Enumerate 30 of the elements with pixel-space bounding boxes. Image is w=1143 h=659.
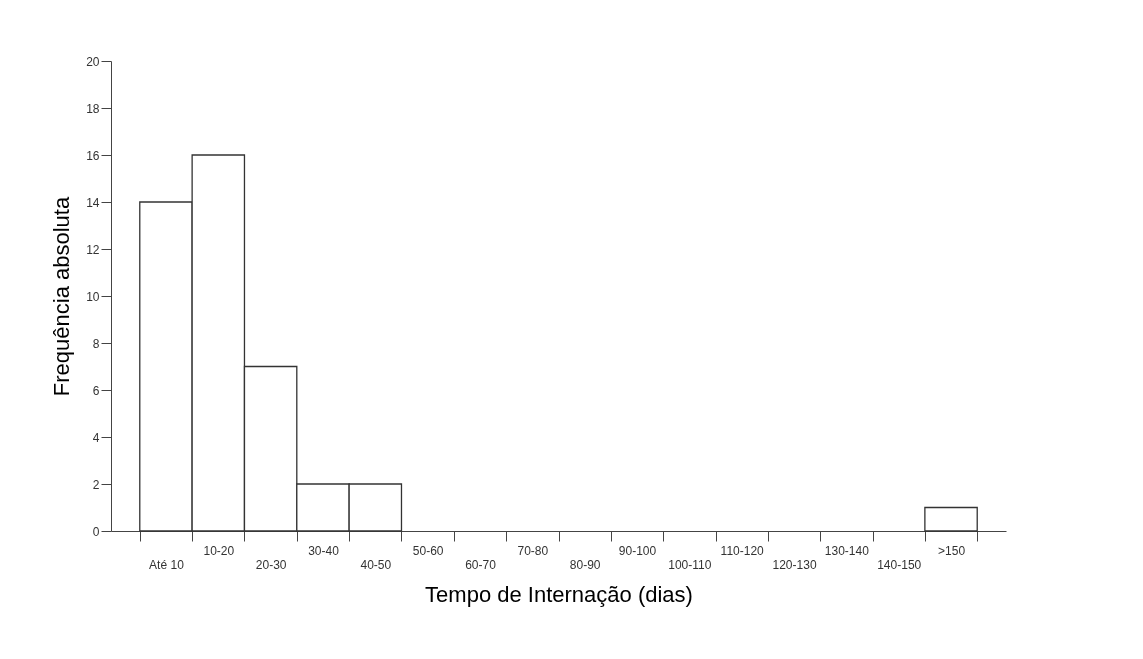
y-tick-label: 12 [86,242,100,257]
x-axis-title: Tempo de Internação (dias) [425,581,693,607]
y-tick-label: 8 [92,336,100,351]
x-tick-label: >150 [938,543,966,558]
x-tick-label: 30-40 [308,543,340,558]
x-tick-label: 110-120 [720,543,765,558]
x-tick-label: 140-150 [877,557,922,572]
x-tick-label: 90-100 [618,543,657,558]
x-tick-label: 60-70 [465,557,497,572]
y-axis-title: Frequência absoluta [49,196,75,397]
x-tick-label: 80-90 [569,557,601,572]
x-tick-label: 10-20 [203,543,235,558]
x-tick-label: 40-50 [360,557,392,572]
y-tick-label: 16 [86,148,100,163]
x-tick-label: 120-130 [772,557,817,572]
y-tick-label: 0 [92,524,100,539]
y-tick-label: 18 [86,101,100,116]
y-tick-label: 4 [92,430,100,445]
y-tick-label: 20 [86,54,100,69]
y-tick-label: 10 [86,289,100,304]
x-tick-label: 130-140 [824,543,870,558]
x-tick-label: 70-80 [517,543,549,558]
y-tick-label: 14 [86,195,100,210]
y-tick-label: 2 [92,477,100,492]
x-tick-label: 100-110 [668,557,712,572]
x-tick-label: 50-60 [412,543,444,558]
x-tick-label: Até 10 [149,557,185,572]
bar [924,506,978,532]
x-tick-label: 20-30 [255,557,287,572]
y-tick-label: 6 [92,383,100,398]
